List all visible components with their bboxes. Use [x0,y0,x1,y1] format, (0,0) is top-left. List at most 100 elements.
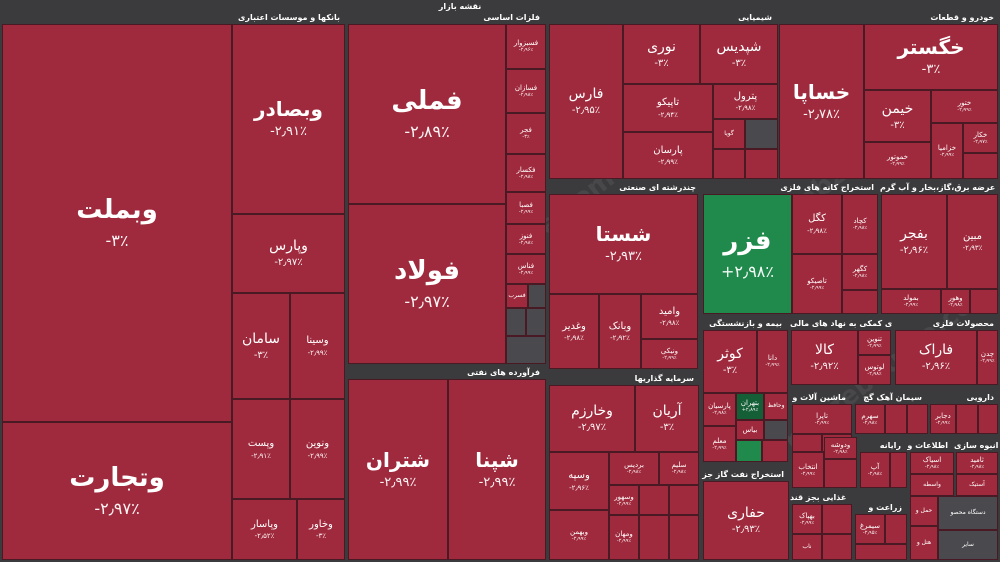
tile-parsan[interactable]: پارسان -۲٫۹۹٪ [623,132,713,179]
tile-small[interactable] [792,434,822,452]
tile-small[interactable] [506,308,526,336]
tile-foolad[interactable]: فولاد -۲٫۹۷٪ [348,204,506,364]
tile-keghal[interactable]: کگهر -۲٫۹۸٪ [842,254,878,290]
tile-simorgh[interactable]: سیمرغ -۲٫۹۵٪ [855,514,885,544]
tile-small[interactable] [713,149,745,179]
tile-vebank[interactable]: وبانک -۲٫۹۲٪ [599,294,641,369]
tile-small[interactable] [669,515,699,560]
tile-bima[interactable]: بیاس [736,420,764,440]
tile-vbmellat[interactable]: وبملت -۳٪ [2,24,232,422]
tile-noori[interactable]: نوری -۳٪ [623,24,700,84]
tile-vsepah[interactable]: وسپه -۲٫۹۶٪ [549,452,609,510]
tile-small[interactable] [855,544,907,560]
tile-vhafez[interactable]: وحافظ [764,393,788,420]
tile-kheyman[interactable]: خیمن -۳٪ [864,90,931,142]
tile-vpasar[interactable]: وپاسار -۲٫۵۲٪ [232,499,297,560]
tile-small[interactable] [669,485,699,515]
tile-vtejarat[interactable]: وتجارت -۲٫۹۷٪ [2,422,232,560]
tile-fars[interactable]: فارس -۲٫۹۵٪ [549,24,623,179]
tile-small[interactable] [506,336,546,364]
tile-fameli[interactable]: فملی -۲٫۸۹٪ [348,24,506,204]
tile-tamid[interactable]: ثامید -۲٫۹۸٪ [956,452,998,474]
tile-vghadir[interactable]: وغدیر -۲٫۹۸٪ [549,294,599,369]
tile-shapdis[interactable]: شپدیس -۳٪ [700,24,778,84]
tile-sahrom[interactable]: سهرم -۲٫۹۸٪ [855,404,885,434]
tile-shetran[interactable]: شتران -۲٫۹۹٪ [348,379,448,560]
tile-saber[interactable]: ساير [938,530,998,560]
tile-nab[interactable]: ناب [792,534,822,560]
tile-vbsader[interactable]: وبصادر -۲٫۹۱٪ [232,24,345,214]
tile-vsehor[interactable]: وسهور -۲٫۹۹٪ [609,485,639,515]
tile-vnovin[interactable]: ونوین -۲٫۹۹٪ [290,399,345,499]
tile-khegostar[interactable]: خگستر -۳٪ [864,24,998,90]
tile-salim[interactable]: سلیم -۲٫۹۸٪ [659,452,699,485]
tile-small[interactable] [842,290,878,314]
tile-tapiko[interactable]: تاپیکو -۲٫۹۴٪ [623,84,713,132]
tile-vedosheh[interactable]: ودوشه -۲٫۹۸٪ [824,437,857,459]
tile-vemahan[interactable]: ومهان -۲٫۹۹٪ [609,515,639,560]
tile-vehor[interactable]: وهور -۲٫۹۸٪ [941,289,970,314]
tile-small[interactable] [745,119,778,149]
tile-bafjar[interactable]: بفجر -۲٫۹۶٪ [881,194,947,289]
tile-astik[interactable]: آستیک [956,474,998,496]
tile-entekhab[interactable]: انتخاب -۲٫۹۹٪ [792,452,824,488]
tile-kala[interactable]: کالا -۲٫۹۲٪ [791,330,858,385]
tile-petrol[interactable]: پترول -۲٫۹۸٪ [713,84,778,119]
tile-fesapa[interactable]: فصبا -۲٫۹۹٪ [506,192,546,224]
tile-feksar[interactable]: فکسار -۲٫۹۸٪ [506,154,546,192]
tile-fesabzevar[interactable]: فسبزوار -۲٫۹۶٪ [506,24,546,69]
tile-vpars[interactable]: وپارس -۲٫۹۷٪ [232,214,345,293]
tile-kegol[interactable]: کگل -۲٫۹۸٪ [792,194,842,254]
tile-beradis[interactable]: بردیس -۲٫۹۸٪ [609,452,659,485]
tile-vkharazm[interactable]: وخارزم -۲٫۹۷٪ [549,385,635,452]
tile-vbahman[interactable]: وبهمن -۲٫۹۹٪ [549,510,609,560]
tile-fenas[interactable]: فناس -۲٫۹۹٪ [506,254,546,284]
tile-small[interactable] [978,404,998,434]
tile-fsarv[interactable]: فسرب [506,284,528,308]
tile-small[interactable] [824,459,857,488]
tile-small[interactable] [764,420,788,440]
tile-khesapa[interactable]: خساپا -۲٫۷۸٪ [779,24,864,179]
tile-bemoled[interactable]: بمولد -۲٫۹۹٪ [881,289,941,314]
tile-fazr[interactable]: فزر +۲٫۹۸٪ [703,194,792,314]
tile-bahpak[interactable]: بهپاک -۲٫۹۹٪ [792,504,822,534]
tile-small[interactable] [822,534,852,560]
tile-arian[interactable]: آریان -۳٪ [635,385,699,452]
tile-khezamia[interactable]: خزامیا -۲٫۹۹٪ [931,123,963,179]
tile-small[interactable] [890,452,907,488]
tile-small[interactable] [762,440,788,462]
tile-small[interactable] [736,440,762,462]
tile-khenoor[interactable]: ختور -۲٫۹۹٪ [931,90,998,123]
tile-vkhavar[interactable]: وخاور -۳٪ [297,499,345,560]
tile-small[interactable] [745,149,778,179]
tile-btehran[interactable]: بتهران +۲٫۸۹٪ [736,393,764,420]
tile-parsian[interactable]: پارسیان -۲٫۹۸٪ [703,393,736,426]
tile-shepna[interactable]: شپنا -۲٫۹۹٪ [448,379,546,560]
tile-lotus[interactable]: لوتوس -۲٫۹۸٪ [858,355,891,385]
tile-fesaran[interactable]: فسازان -۲٫۹۸٪ [506,69,546,113]
tile-saman[interactable]: سامان -۳٪ [232,293,290,399]
tile-tapira[interactable]: تاپرا -۲٫۹۹٪ [792,404,852,434]
tile-asyak[interactable]: اسیاک -۲٫۹۸٪ [910,452,954,474]
tile-small[interactable] [907,404,928,434]
tile-small[interactable] [528,284,546,308]
tile-small[interactable] [526,308,546,336]
tile-vamid[interactable]: وامید -۲٫۹۸٪ [641,294,698,339]
tile-kowsar[interactable]: کوثر -۳٪ [703,330,757,393]
tile-mobin[interactable]: مبین -۲٫۹۳٪ [947,194,998,289]
tile-gova[interactable]: گویا [713,119,745,149]
tile-moallem[interactable]: معلم -۲٫۹۹٪ [703,426,736,462]
tile-small[interactable] [639,485,669,515]
tile-small[interactable] [963,153,998,179]
tile-chedan[interactable]: چدن -۲٫۹۹٪ [977,330,998,385]
tile-vnikey[interactable]: ونیکی -۲٫۹۹٪ [641,339,698,369]
tile-small[interactable] [639,515,669,560]
tile-small[interactable] [956,404,978,434]
tile-vpost[interactable]: وپست -۲٫۹۱٪ [232,399,290,499]
tile-ap[interactable]: آپ -۲٫۹۸٪ [860,452,890,488]
tile-khemnotor[interactable]: خموتور -۲٫۹۹٪ [864,142,931,179]
tile-hafari[interactable]: حفاری -۲٫۹۳٪ [703,481,789,560]
tile-kechad[interactable]: کچاد -۲٫۹۸٪ [842,194,878,254]
tile-fenvoz[interactable]: فنوز -۲٫۹۸٪ [506,224,546,254]
tile-shasta[interactable]: شستا -۲٫۹۳٪ [549,194,698,294]
